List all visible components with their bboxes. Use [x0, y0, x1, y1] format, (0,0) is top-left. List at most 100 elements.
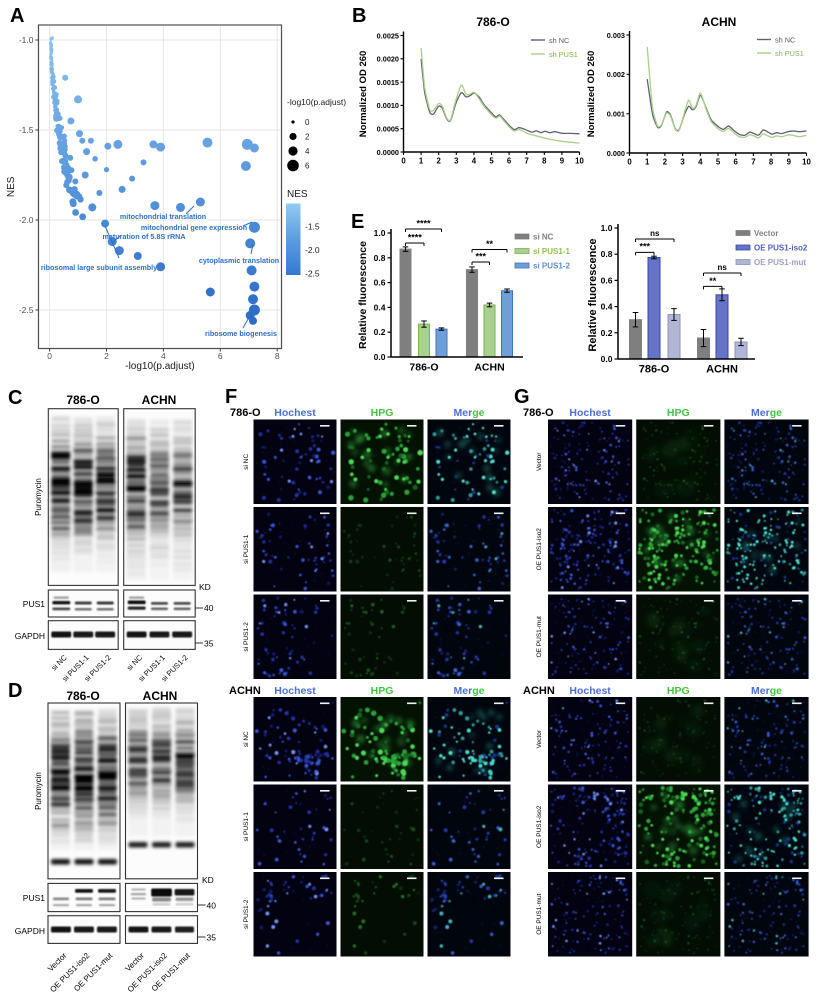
svg-text:1: 1: [419, 157, 424, 166]
svg-text:2: 2: [104, 351, 109, 361]
svg-text:6: 6: [734, 158, 739, 167]
svg-text:HPG: HPG: [371, 407, 394, 419]
svg-text:Puromycin: Puromycin: [34, 772, 43, 810]
svg-text:si PUS1-2: si PUS1-2: [243, 899, 250, 929]
svg-text:4: 4: [472, 157, 477, 166]
svg-text:KD: KD: [202, 875, 214, 885]
svg-text:cytoplasmic translation: cytoplasmic translation: [199, 256, 279, 265]
svg-text:8: 8: [275, 351, 280, 361]
svg-text:ribosomal large subunit assemb: ribosomal large subunit assembly: [41, 263, 157, 272]
svg-text:ACHN: ACHN: [143, 689, 178, 703]
svg-text:si PUS1-2: si PUS1-2: [533, 261, 570, 270]
svg-text:7: 7: [525, 157, 529, 166]
svg-text:HPG: HPG: [371, 685, 394, 697]
svg-text:sh NC: sh NC: [775, 35, 795, 44]
svg-text:****: ****: [416, 219, 431, 229]
svg-text:ACHN: ACHN: [706, 364, 738, 376]
svg-text:0.0005: 0.0005: [377, 125, 399, 134]
svg-text:0.0015: 0.0015: [377, 78, 399, 87]
svg-text:maturation of 5.8S rRNA: maturation of 5.8S rRNA: [102, 232, 185, 241]
svg-text:9: 9: [787, 158, 792, 167]
svg-text:si NC: si NC: [533, 232, 554, 241]
svg-text:sh NC: sh NC: [549, 36, 569, 45]
svg-text:35: 35: [207, 933, 217, 943]
svg-text:D: D: [8, 680, 22, 702]
svg-text:0.0: 0.0: [374, 352, 386, 362]
svg-text:0.2: 0.2: [601, 328, 613, 338]
svg-text:mitochondrial gene expression: mitochondrial gene expression: [141, 223, 247, 232]
svg-text:786-O: 786-O: [476, 15, 509, 29]
svg-text:5: 5: [489, 157, 494, 166]
svg-text:4: 4: [305, 147, 310, 156]
svg-text:786-O: 786-O: [230, 407, 261, 419]
svg-text:Merge: Merge: [751, 685, 782, 697]
svg-text:Relative fluorescence: Relative fluorescence: [357, 241, 369, 349]
svg-text:OE PUS1-iso2: OE PUS1-iso2: [754, 243, 808, 252]
svg-text:si NC: si NC: [243, 454, 250, 470]
svg-text:0.4: 0.4: [601, 302, 613, 312]
svg-text:6: 6: [507, 157, 512, 166]
svg-text:0: 0: [627, 158, 632, 167]
svg-text:ACHN: ACHN: [142, 393, 177, 407]
svg-text:6: 6: [218, 351, 223, 361]
svg-text:4: 4: [698, 158, 703, 167]
svg-text:A: A: [10, 5, 24, 27]
svg-text:40: 40: [204, 603, 214, 613]
svg-text:B: B: [352, 5, 366, 27]
svg-text:NES: NES: [287, 189, 308, 200]
svg-text:ribosome biogenesis: ribosome biogenesis: [205, 329, 277, 338]
svg-text:0: 0: [401, 157, 406, 166]
svg-text:***: ***: [640, 242, 651, 252]
svg-text:ACHN: ACHN: [474, 362, 504, 374]
svg-text:Hochest: Hochest: [569, 407, 611, 419]
svg-text:ACHN: ACHN: [523, 685, 555, 697]
svg-text:ns: ns: [718, 263, 728, 272]
svg-text:-2.0: -2.0: [305, 245, 320, 255]
svg-text:GAPDH: GAPDH: [15, 631, 45, 641]
svg-text:sh PUS1: sh PUS1: [775, 49, 804, 58]
svg-text:5: 5: [716, 158, 721, 167]
svg-text:8: 8: [769, 158, 774, 167]
svg-text:G: G: [514, 386, 530, 408]
svg-text:Merge: Merge: [454, 407, 485, 419]
svg-text:4: 4: [161, 351, 166, 361]
svg-text:-1.5: -1.5: [19, 125, 34, 135]
svg-text:0.0020: 0.0020: [377, 55, 399, 64]
svg-text:2: 2: [437, 157, 442, 166]
svg-text:si NC: si NC: [243, 731, 250, 747]
svg-text:0.2: 0.2: [374, 327, 386, 337]
svg-text:0.0000: 0.0000: [377, 148, 399, 157]
svg-text:**: **: [486, 239, 494, 249]
svg-text:Vector: Vector: [754, 229, 778, 238]
svg-text:NES: NES: [6, 176, 17, 197]
svg-text:3: 3: [680, 158, 685, 167]
svg-text:ACHN: ACHN: [229, 685, 261, 697]
svg-text:786-O: 786-O: [409, 362, 438, 374]
svg-text:Normalized OD 260: Normalized OD 260: [586, 51, 597, 138]
svg-text:si PUS1-1: si PUS1-1: [243, 534, 250, 564]
svg-text:9: 9: [560, 157, 565, 166]
svg-text:10: 10: [575, 157, 584, 166]
svg-text:2: 2: [663, 158, 668, 167]
svg-text:mitochondrial translation: mitochondrial translation: [120, 212, 206, 221]
svg-text:****: ****: [408, 233, 423, 243]
svg-text:10: 10: [802, 158, 811, 167]
svg-text:0.000: 0.000: [607, 149, 625, 158]
svg-text:3: 3: [454, 157, 459, 166]
svg-text:Hochest: Hochest: [274, 685, 316, 697]
svg-text:-1.5: -1.5: [305, 222, 320, 232]
svg-text:-log10(p.adjust): -log10(p.adjust): [287, 97, 346, 107]
svg-text:1.0: 1.0: [601, 223, 613, 233]
svg-text:Hochest: Hochest: [274, 407, 316, 419]
svg-text:0.003: 0.003: [607, 31, 625, 40]
svg-text:786-O: 786-O: [639, 364, 670, 376]
svg-text:HPG: HPG: [667, 685, 690, 697]
svg-text:Hochest: Hochest: [569, 685, 611, 697]
svg-text:0.002: 0.002: [607, 70, 625, 79]
svg-text:-log10(p.adjust): -log10(p.adjust): [125, 361, 194, 372]
svg-text:35: 35: [204, 639, 214, 649]
svg-text:Puromycin: Puromycin: [34, 478, 43, 516]
svg-text:OE PUS1-mut: OE PUS1-mut: [754, 258, 806, 267]
svg-text:ns: ns: [650, 229, 660, 238]
svg-text:2: 2: [305, 133, 310, 142]
